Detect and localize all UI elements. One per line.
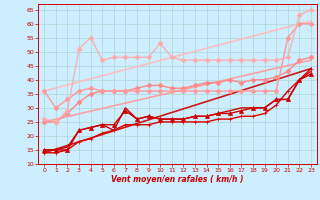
X-axis label: Vent moyen/en rafales ( km/h ): Vent moyen/en rafales ( km/h ) <box>111 175 244 184</box>
